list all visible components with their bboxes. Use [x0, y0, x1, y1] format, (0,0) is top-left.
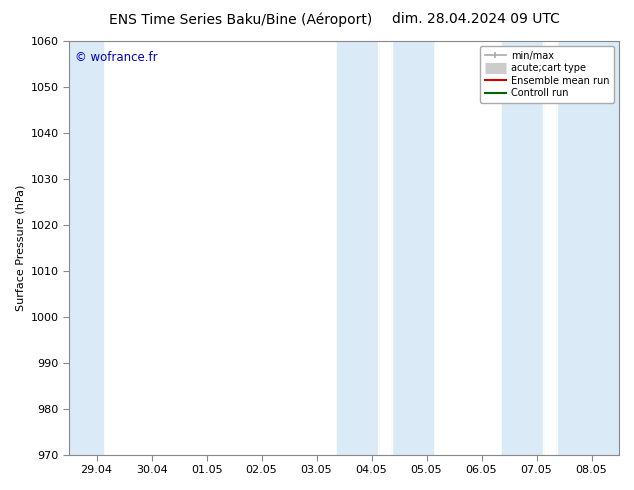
Legend: min/max, acute;cart type, Ensemble mean run, Controll run: min/max, acute;cart type, Ensemble mean … [480, 46, 614, 103]
Bar [337, 41, 378, 455]
Text: ENS Time Series Baku/Bine (Aéroport): ENS Time Series Baku/Bine (Aéroport) [109, 12, 373, 27]
Bar [392, 41, 433, 455]
Y-axis label: Surface Pressure (hPa): Surface Pressure (hPa) [15, 185, 25, 311]
Text: dim. 28.04.2024 09 UTC: dim. 28.04.2024 09 UTC [392, 12, 559, 26]
Bar [557, 41, 619, 455]
Bar [69, 41, 103, 455]
Bar [502, 41, 543, 455]
Text: © wofrance.fr: © wofrance.fr [75, 51, 157, 64]
